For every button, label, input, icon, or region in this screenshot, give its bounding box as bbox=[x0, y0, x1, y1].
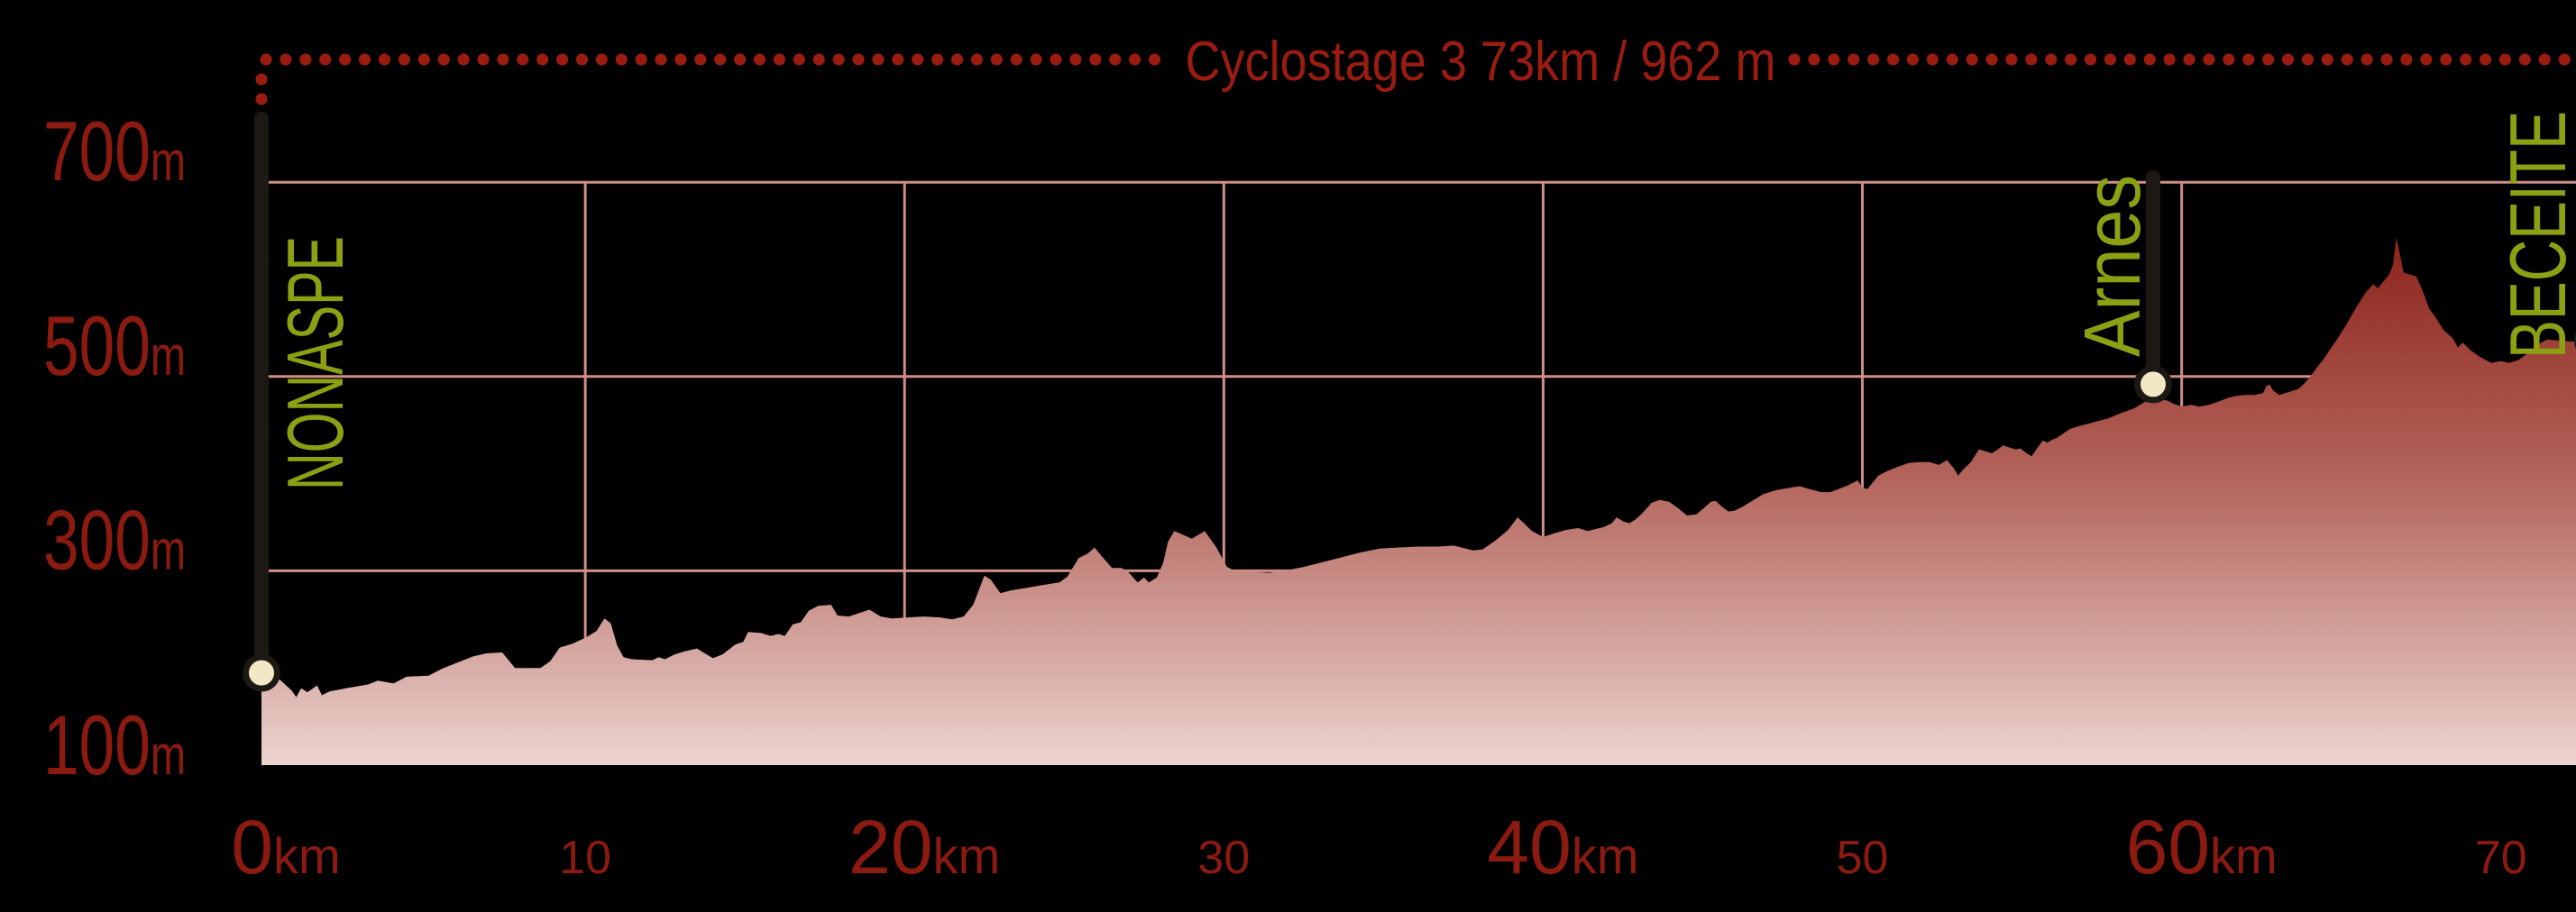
x-tick-70km: 70 bbox=[2475, 832, 2527, 884]
waypoint-dot-arnes bbox=[2134, 365, 2172, 404]
cyclostage-elevation-profile: Cyclostage 3 73km / 962 m 700m 500m 300m 100… bbox=[36, 14, 2576, 898]
title-dotted-line bbox=[255, 53, 2576, 114]
x-tick-20km: 20km bbox=[848, 805, 1000, 889]
elevation-area bbox=[261, 237, 2576, 765]
y-tick-300m: 300m bbox=[43, 492, 186, 587]
flag-pole-arnes bbox=[2146, 170, 2160, 385]
place-label-nonaspe: NONASPE bbox=[270, 236, 360, 490]
elevation-chart-canvas: Cyclostage 3 73km / 962 m700m500m300m100… bbox=[43, 31, 2576, 889]
x-tick-40km: 40km bbox=[1487, 805, 1638, 889]
stage-title: Cyclostage 3 73km / 962 m bbox=[1186, 31, 1776, 93]
y-tick-700m: 700m bbox=[43, 104, 186, 198]
x-tick-30km: 30 bbox=[1197, 832, 1250, 884]
x-tick-10km: 10 bbox=[559, 832, 611, 884]
flag-pole-nonaspe bbox=[254, 112, 269, 673]
x-tick-50km: 50 bbox=[1837, 832, 1889, 884]
y-tick-100m: 100m bbox=[43, 698, 186, 792]
x-tick-60km: 60km bbox=[2126, 805, 2278, 889]
x-tick-0km: 0km bbox=[231, 805, 340, 889]
place-label-arnes: Arnes bbox=[2067, 175, 2157, 357]
place-label-beceite: BECEITE bbox=[2493, 111, 2576, 359]
waypoint-dot-nonaspe bbox=[243, 653, 280, 692]
y-tick-500m: 500m bbox=[43, 298, 186, 393]
